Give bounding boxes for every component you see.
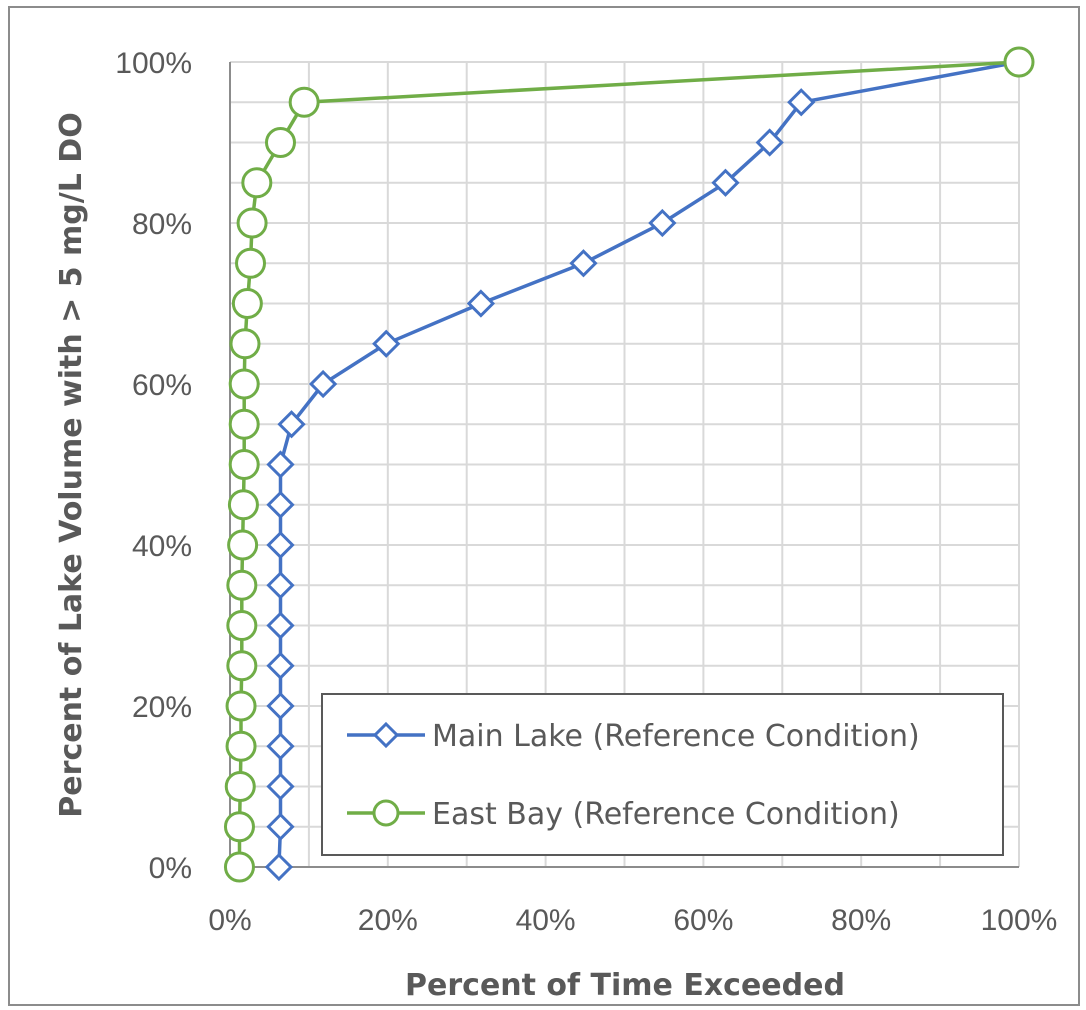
legend-label-main-lake: Main Lake (Reference Condition) (432, 719, 920, 754)
data-point-east-bay (1003, 46, 1035, 78)
data-point-east-bay (264, 127, 296, 158)
data-point-main-lake (711, 168, 740, 197)
x-tick-label: 0% (208, 904, 251, 937)
data-point-main-lake (648, 208, 677, 238)
legend-marker-east-bay (372, 799, 400, 827)
y-tick-label: 60% (132, 369, 192, 402)
data-point-east-bay (241, 167, 273, 199)
series-layer (223, 46, 1035, 883)
legend: Main Lake (Reference Condition) East Bay… (321, 693, 1004, 856)
data-point-main-lake (266, 812, 295, 841)
x-tick-label: 20% (358, 904, 418, 937)
data-point-east-bay (236, 207, 268, 239)
series-main-lake (264, 47, 1034, 882)
data-point-east-bay (226, 610, 258, 641)
y-tick-label: 100% (115, 47, 192, 80)
data-point-east-bay (228, 368, 260, 400)
data-point-main-lake (372, 329, 401, 358)
x-tick-label: 60% (673, 904, 733, 937)
data-point-east-bay (235, 247, 267, 279)
series-east-bay (223, 46, 1035, 883)
y-tick-label: 20% (132, 691, 192, 724)
data-point-main-lake (266, 732, 295, 761)
data-point-east-bay (223, 851, 255, 883)
legend-marker-main-lake (372, 721, 400, 749)
data-point-east-bay (288, 86, 320, 118)
data-point-east-bay (229, 328, 261, 360)
legend-box (321, 693, 1004, 856)
data-point-main-lake (266, 450, 295, 479)
legend-label-east-bay: East Bay (Reference Condition) (432, 797, 900, 832)
y-tick-label: 80% (132, 208, 192, 241)
data-point-main-lake (266, 530, 295, 560)
x-tick-label: 40% (516, 904, 576, 937)
y-tick-label: 40% (132, 530, 192, 563)
data-point-main-lake (266, 691, 295, 721)
data-point-east-bay (227, 489, 259, 521)
data-point-east-bay (228, 408, 260, 440)
data-point-main-lake (755, 128, 784, 157)
data-point-main-lake (787, 88, 816, 117)
data-point-east-bay (227, 529, 259, 561)
data-point-main-lake (466, 289, 496, 318)
data-point-east-bay (225, 730, 257, 762)
x-tick-label: 80% (831, 904, 891, 937)
data-point-east-bay (231, 288, 263, 319)
x-axis-title: Percent of Time Exceeded (405, 968, 845, 1003)
data-point-east-bay (223, 811, 255, 843)
data-point-east-bay (225, 690, 257, 722)
data-point-main-lake (308, 369, 338, 399)
data-point-main-lake (264, 852, 294, 882)
y-axis-title: Percent of Lake Volume with > 5 mg/L DO (54, 112, 89, 817)
axes: 0% 20% 40% 60% 80% 100% 0% 20% 40% 60% 80% 100% (115, 47, 1057, 937)
data-point-main-lake (266, 611, 295, 640)
data-point-east-bay (228, 449, 260, 480)
data-point-main-lake (569, 249, 598, 278)
data-point-east-bay (226, 569, 258, 601)
data-point-east-bay (224, 771, 256, 802)
x-tick-label: 100% (981, 904, 1058, 937)
y-tick-label: 0% (149, 852, 192, 885)
data-point-main-lake (277, 410, 306, 439)
data-point-east-bay (226, 650, 258, 682)
data-point-main-lake (266, 571, 295, 600)
data-point-main-lake (266, 651, 295, 680)
data-point-main-lake (266, 772, 295, 801)
data-point-main-lake (266, 490, 295, 519)
